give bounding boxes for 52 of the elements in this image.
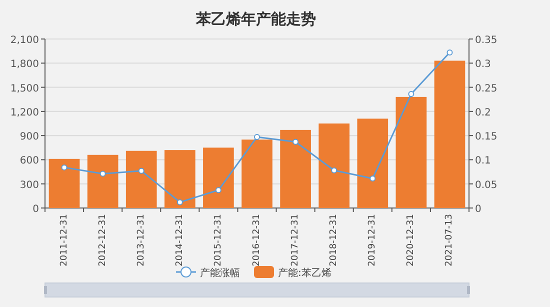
y2-tick-label: 0 xyxy=(475,204,482,215)
point xyxy=(61,164,68,170)
bar xyxy=(87,154,118,208)
bar xyxy=(318,124,350,208)
x-tick-label: 2019-12-31 xyxy=(368,214,378,266)
point xyxy=(215,187,222,194)
y-tick-label: 300 xyxy=(20,180,39,191)
y2-tick-label: 0.1 xyxy=(475,156,491,167)
x-tick-label: 2012-12-31 xyxy=(98,214,108,266)
point xyxy=(370,176,376,182)
bar xyxy=(203,148,234,208)
point xyxy=(254,134,260,140)
y2-tick-label: 0.2 xyxy=(475,107,491,118)
bar xyxy=(164,150,196,208)
y-tick-label: 1,800 xyxy=(10,59,39,70)
y2-tick-label: 0.3 xyxy=(475,59,491,70)
bar xyxy=(357,118,388,208)
point xyxy=(100,170,106,177)
legend-label: 产能:苯乙烯 xyxy=(278,267,332,279)
x-tick-label: 2015-12-31 xyxy=(213,214,224,266)
x-tick-label: 2018-12-31 xyxy=(329,214,340,266)
x-tick-label: 2017-12-31 xyxy=(290,214,301,266)
y2-tick-label: 0.05 xyxy=(475,180,498,191)
y-tick-label: 2,100 xyxy=(10,35,39,46)
y-tick-label: 600 xyxy=(20,156,39,167)
y2-tick-label: 0.15 xyxy=(475,132,498,143)
y-tick-label: 900 xyxy=(20,132,39,143)
point xyxy=(292,138,299,145)
legend-label: 产能涨幅 xyxy=(200,267,240,279)
point xyxy=(408,91,414,98)
x-tick-label: 2013-12-31 xyxy=(136,214,146,266)
point xyxy=(446,50,453,56)
x-tick-label: 2016-12-31 xyxy=(252,214,262,266)
chart-title: 苯乙烯年产能走势 xyxy=(195,10,316,28)
x-tick-label: 2021-07-13 xyxy=(444,214,455,266)
bar xyxy=(48,158,80,208)
point xyxy=(331,167,338,174)
x-tick-label: 2011-12-31 xyxy=(59,214,70,266)
bar xyxy=(396,96,427,208)
bar xyxy=(280,130,311,208)
point xyxy=(138,168,144,174)
bar xyxy=(434,60,466,208)
y-tick-label: 1,200 xyxy=(10,107,39,118)
x-tick-label: 2014-12-31 xyxy=(174,214,185,266)
y2-tick-label: 0.35 xyxy=(475,35,498,46)
y-tick-label: 1,500 xyxy=(10,83,39,94)
bar xyxy=(126,150,157,208)
y-tick-label: 0 xyxy=(32,204,39,215)
x-tick-label: 2020-12-31 xyxy=(406,214,416,266)
y2-tick-label: 0.25 xyxy=(475,83,498,94)
bar xyxy=(242,140,272,208)
point xyxy=(176,199,183,206)
